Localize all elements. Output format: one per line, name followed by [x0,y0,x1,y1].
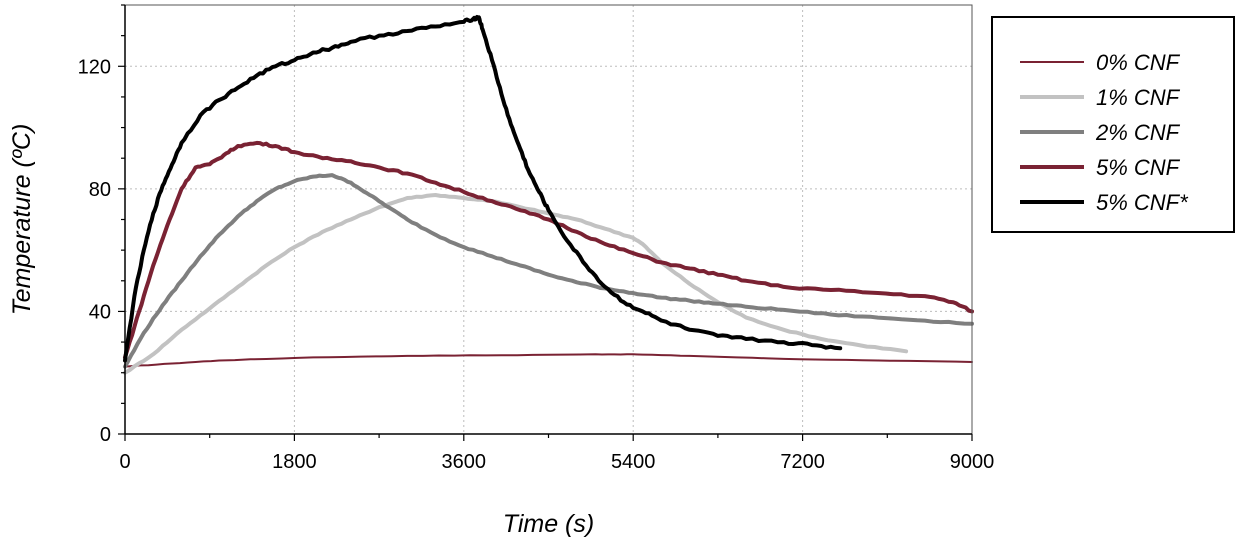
axes [118,4,973,441]
x-tick-label: 1800 [272,451,317,473]
y-tick-label: 40 [89,301,111,323]
legend-label: 1% CNF [1096,85,1181,110]
series-line-4 [123,14,843,363]
y-axis-title: Temperature (ºC) [8,124,36,316]
tick-labels: 0 1800 3600 5400 7200 9000 0 40 80 120 [78,56,995,473]
x-tick-label: 0 [119,451,130,473]
legend-label: 5% CNF [1096,155,1181,180]
grid-lines [125,5,972,434]
x-tick-label: 5400 [611,451,656,473]
legend-items: 0% CNF 1% CNF 2% CNF 5% CNF 5% CNF* [1020,50,1189,215]
legend-label: 2% CNF [1095,120,1181,145]
y-tick-label: 0 [100,424,111,446]
x-axis-title: Time (s) [503,510,594,538]
x-tick-label: 9000 [950,451,995,473]
series-line-1 [123,193,909,375]
y-tick-label: 80 [89,179,111,201]
legend-label: 5% CNF* [1096,190,1189,215]
legend: 0% CNF 1% CNF 2% CNF 5% CNF 5% CNF* [991,16,1235,233]
series-lines [123,14,974,375]
legend-label: 0% CNF [1096,50,1181,75]
series-line-0 [124,353,973,368]
x-tick-label: 7200 [780,451,825,473]
y-tick-label: 120 [78,56,111,78]
x-tick-label: 3600 [442,451,487,473]
series-line-3 [123,140,974,360]
legend-box [991,16,1235,233]
series-line-2 [123,173,974,369]
